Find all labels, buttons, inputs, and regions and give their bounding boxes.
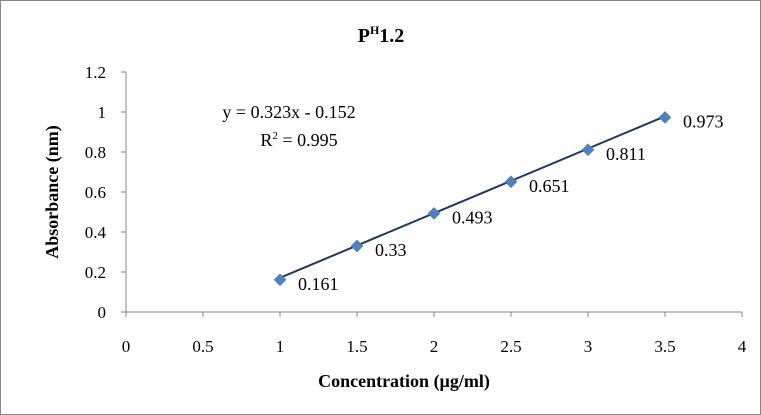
y-tick-label: 0.4 [85, 223, 107, 242]
data-points [273, 111, 672, 287]
y-tick-label: 0.8 [85, 143, 106, 162]
data-label: 0.973 [683, 111, 724, 131]
x-axis-label: Concentration (µg/ml) [318, 371, 490, 392]
x-tick-label: 1.5 [346, 337, 367, 356]
y-tick-label: 0.2 [85, 263, 106, 282]
y-tick-label: 1 [98, 103, 107, 122]
chart-title-superscript: H [370, 23, 380, 37]
x-tick-label: 3.5 [654, 337, 675, 356]
data-point [504, 175, 518, 189]
x-tick-label: 2 [430, 337, 439, 356]
data-point [350, 239, 364, 253]
trendline [279, 115, 666, 279]
x-tick-label: 3 [584, 337, 593, 356]
trendline-equation: y = 0.323x - 0.152 [222, 102, 355, 122]
x-tick-label: 0.5 [192, 337, 213, 356]
data-label: 0.651 [529, 176, 570, 196]
data-label: 0.33 [375, 240, 407, 260]
data-label: 0.493 [452, 207, 493, 227]
chart-title: PH1.2 [358, 23, 405, 47]
data-point [581, 143, 595, 157]
r-squared-base: R [260, 130, 272, 150]
r-squared-rest: = 0.995 [278, 130, 338, 150]
chart-title-rest: 1.2 [379, 25, 404, 47]
y-axis-label: Absorbance (nm) [42, 125, 63, 259]
y-axis-ticks: 0 0.2 0.4 0.6 0.8 1 1.2 [85, 63, 126, 322]
chart-title-base: P [358, 25, 370, 47]
data-label: 0.161 [298, 274, 339, 294]
x-tick-label: 4 [738, 337, 747, 356]
r-squared-superscript: 2 [272, 130, 278, 142]
x-tick-label: 2.5 [500, 337, 521, 356]
y-tick-label: 1.2 [85, 63, 106, 82]
x-tick-label: 0 [122, 337, 131, 356]
data-point [658, 111, 672, 124]
data-labels: 0.161 0.33 0.493 0.651 0.811 0.973 [298, 111, 724, 293]
data-label: 0.811 [606, 144, 646, 164]
x-axis-ticks: 0 0.5 1 1.5 2 2.5 3 3.5 4 [122, 312, 747, 356]
y-tick-label: 0 [98, 303, 107, 322]
r-squared: R2 = 0.995 [260, 130, 337, 150]
y-tick-label: 0.6 [85, 183, 106, 202]
data-point [273, 273, 287, 287]
x-tick-label: 1 [276, 337, 285, 356]
data-point [427, 207, 441, 220]
